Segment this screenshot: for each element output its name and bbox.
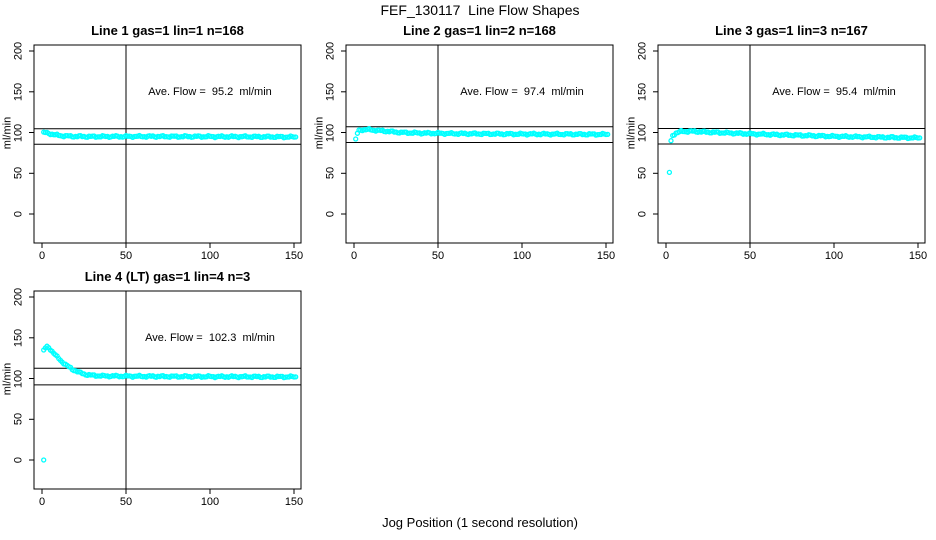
y-tick-label: 100 xyxy=(636,123,649,142)
ave-flow-label: Ave. Flow = 95.4 ml/min xyxy=(772,86,896,98)
y-tick-label: 100 xyxy=(12,123,25,142)
x-tick-label: 50 xyxy=(743,250,757,262)
y-tick-label: 50 xyxy=(12,413,25,426)
x-tick-label: 100 xyxy=(200,250,220,262)
plot-canvas xyxy=(338,37,631,257)
plot-canvas xyxy=(650,37,936,257)
y-tick-label: 150 xyxy=(324,82,337,101)
y-tick-label: 150 xyxy=(12,328,25,347)
x-tick-label: 150 xyxy=(284,250,304,262)
ave-flow-label: Ave. Flow = 102.3 ml/min xyxy=(145,332,275,344)
x-tick-label: 150 xyxy=(908,250,928,262)
y-tick-label: 200 xyxy=(12,41,25,61)
y-tick-label: 150 xyxy=(12,82,25,101)
main-title: FEF_130117 Line Flow Shapes xyxy=(380,2,580,18)
plot-canvas xyxy=(26,283,319,503)
x-tick-label: 100 xyxy=(824,250,844,262)
x-tick-label: 0 xyxy=(38,250,46,262)
y-tick-label: 50 xyxy=(324,167,337,180)
x-tick-label: 100 xyxy=(200,496,220,508)
y-tick-label: 200 xyxy=(636,41,649,61)
x-axis-label: Jog Position (1 second resolution) xyxy=(382,515,578,530)
y-tick-label: 0 xyxy=(12,456,25,464)
subplot-title: Line 3 gas=1 lin=3 n=167 xyxy=(715,23,868,38)
y-tick-label: 50 xyxy=(12,167,25,180)
y-tick-label: 0 xyxy=(324,210,337,218)
x-tick-label: 50 xyxy=(431,250,445,262)
x-tick-label: 0 xyxy=(350,250,358,262)
x-tick-label: 50 xyxy=(119,250,133,262)
y-tick-label: 100 xyxy=(12,369,25,388)
subplot-title: Line 1 gas=1 lin=1 n=168 xyxy=(91,23,244,38)
subplot-title: Line 4 (LT) gas=1 lin=4 n=3 xyxy=(84,269,251,284)
plot-canvas xyxy=(26,37,319,257)
x-tick-label: 150 xyxy=(284,496,304,508)
y-tick-label: 50 xyxy=(636,167,649,180)
x-tick-label: 0 xyxy=(38,496,46,508)
y-tick-label: 0 xyxy=(12,210,25,218)
ave-flow-label: Ave. Flow = 95.2 ml/min xyxy=(148,86,272,98)
subplot-title: Line 2 gas=1 lin=2 n=168 xyxy=(403,23,556,38)
y-tick-label: 200 xyxy=(12,287,25,307)
y-tick-label: 0 xyxy=(636,210,649,218)
y-tick-label: 200 xyxy=(324,41,337,61)
ave-flow-label: Ave. Flow = 97.4 ml/min xyxy=(460,86,584,98)
x-tick-label: 0 xyxy=(662,250,670,262)
y-tick-label: 150 xyxy=(636,82,649,101)
x-tick-label: 100 xyxy=(512,250,532,262)
y-tick-label: 100 xyxy=(324,123,337,142)
x-tick-label: 150 xyxy=(596,250,616,262)
x-tick-label: 50 xyxy=(119,496,133,508)
